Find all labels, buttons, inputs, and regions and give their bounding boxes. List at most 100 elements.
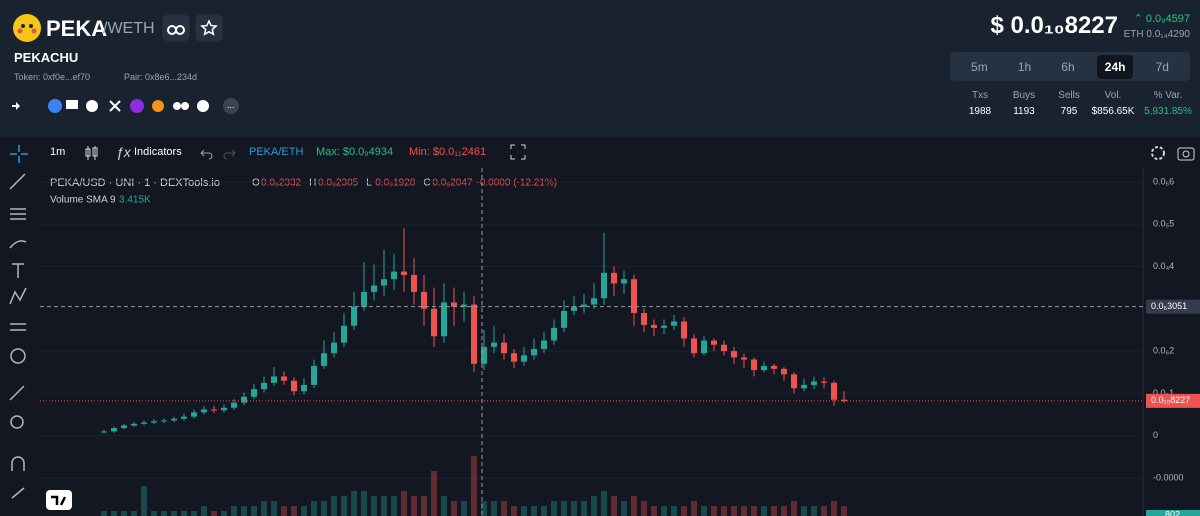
volume-bar xyxy=(271,501,277,516)
candle-body xyxy=(831,382,837,400)
y-tick-label: 0 xyxy=(1153,430,1158,440)
undo-redo[interactable] xyxy=(198,146,238,160)
stat-label: Vol. xyxy=(1104,90,1122,101)
timeframe-button[interactable]: 7d xyxy=(1155,59,1169,74)
candle-body xyxy=(131,423,137,426)
candle-body xyxy=(281,376,287,381)
candle-body xyxy=(681,321,687,339)
indicators[interactable]: Indicators xyxy=(134,146,182,158)
candle-body xyxy=(271,376,277,383)
interval[interactable]: 1m xyxy=(50,146,66,158)
timeframe-selector: 5m 1h 6h 24h 7d xyxy=(950,52,1190,81)
candle-body xyxy=(711,340,717,345)
candle-body xyxy=(221,407,227,411)
candle-body xyxy=(751,359,757,371)
ohlc-value: 0.0₉2332 xyxy=(261,178,302,189)
fullscreen[interactable] xyxy=(510,144,526,160)
candle-body xyxy=(501,342,507,354)
volume-bar xyxy=(511,506,517,516)
chart-type[interactable] xyxy=(84,144,100,162)
volume-bar xyxy=(671,506,677,516)
candle-body xyxy=(241,396,247,403)
candle-body xyxy=(591,298,597,305)
volume-bar xyxy=(421,496,427,516)
volume-bar xyxy=(441,496,447,516)
candle-body xyxy=(601,272,607,299)
volume-bar xyxy=(631,496,637,516)
timeframe-button[interactable]: 24h xyxy=(1096,54,1134,79)
candle-body xyxy=(211,409,217,411)
y-tick-label: 0.0₆6 xyxy=(1153,176,1174,186)
candle-body xyxy=(691,338,697,354)
volume-bar xyxy=(621,501,627,516)
volume-bar xyxy=(371,496,377,516)
more-links[interactable]: ... xyxy=(227,100,235,110)
volume-bar xyxy=(781,506,787,516)
pair-address[interactable]: Pair: 0x8e6...234d xyxy=(124,72,198,82)
stat-label: % Var. xyxy=(1153,90,1183,101)
settings-camera[interactable] xyxy=(1148,143,1196,163)
stat-value: 1193 xyxy=(1013,106,1035,117)
tradingview-logo[interactable] xyxy=(46,490,72,510)
candle-body xyxy=(171,418,177,421)
fx-icon[interactable]: ƒx xyxy=(116,144,131,160)
volume-bar xyxy=(151,511,157,516)
volume-bar xyxy=(321,501,327,516)
timeframe-button[interactable]: 6h xyxy=(1061,59,1075,74)
y-tick-label: 0.0₆2 xyxy=(1153,345,1174,355)
timeframe-button[interactable]: 1h xyxy=(1017,59,1032,74)
volume-bar xyxy=(641,501,647,516)
stat-value: 5,931.85% xyxy=(1144,106,1192,117)
volume-bar xyxy=(451,501,457,516)
compare-button[interactable] xyxy=(162,14,190,42)
favorite-button[interactable] xyxy=(195,14,223,42)
candle-body xyxy=(361,291,367,307)
volume-bar xyxy=(571,501,577,516)
volume-bar xyxy=(181,511,187,516)
candle-body xyxy=(301,384,307,392)
volume-bar xyxy=(411,496,417,516)
candle-body xyxy=(151,421,157,423)
candle-body xyxy=(561,310,567,328)
candle-body xyxy=(511,353,517,362)
timeframe-button[interactable]: 5m xyxy=(971,59,988,74)
volume-value: 3.415K xyxy=(119,195,151,206)
volume-bar xyxy=(811,506,817,516)
ohlc-key: L xyxy=(366,178,372,189)
volume-bar xyxy=(751,506,757,516)
crosshair-tool[interactable] xyxy=(8,143,30,165)
candle-body xyxy=(351,306,357,326)
candle-body xyxy=(761,365,767,371)
volume-bar xyxy=(341,496,347,516)
candle-body xyxy=(551,327,557,341)
volume-bar xyxy=(801,506,807,516)
volume-axis-label: 802 xyxy=(1165,509,1180,516)
candle-body xyxy=(291,380,297,392)
pair[interactable]: PEKA/ETH xyxy=(249,146,304,158)
volume-bar xyxy=(741,506,747,516)
volume-bar xyxy=(111,511,117,516)
price-label: 0.0₁₀8227 xyxy=(1151,395,1190,405)
candle-body xyxy=(491,342,497,347)
volume-bar xyxy=(191,511,197,516)
volume-bar xyxy=(651,506,657,516)
candle-body xyxy=(611,272,617,284)
token-address[interactable]: Token: 0xf0e...ef70 xyxy=(14,72,91,82)
candle-body xyxy=(811,381,817,385)
volume-bar xyxy=(291,506,297,516)
volume-bar xyxy=(821,506,827,516)
volume-bar xyxy=(661,506,667,516)
volume-bar xyxy=(711,506,717,516)
candle-body xyxy=(141,422,147,424)
volume-bar xyxy=(601,491,607,516)
candle-body xyxy=(781,368,787,375)
candle-body xyxy=(341,325,347,343)
volume-bar xyxy=(491,501,497,516)
token-logo xyxy=(13,14,41,42)
volume-bar xyxy=(461,501,467,516)
ohlc-key: C xyxy=(423,178,430,189)
chart-title: PEKA/USD · UNI · 1 · DEXTools.io xyxy=(50,177,220,189)
candle-body xyxy=(331,342,337,354)
volume-bar xyxy=(391,496,397,516)
